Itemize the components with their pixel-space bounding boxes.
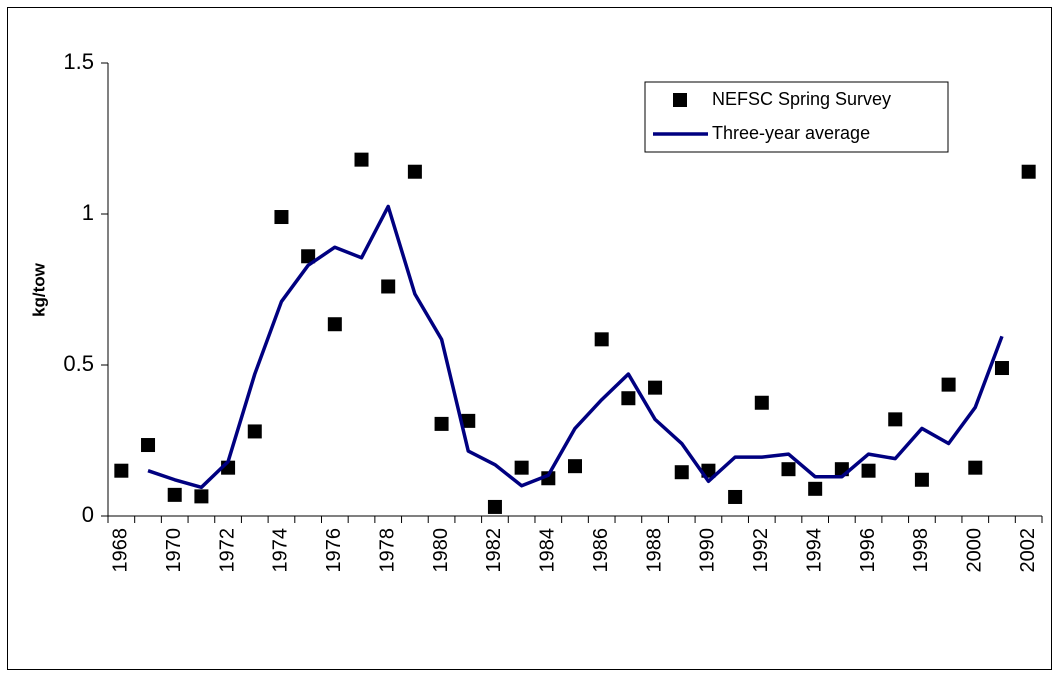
x-tick-label: 2002	[1017, 528, 1039, 573]
data-point	[621, 391, 636, 406]
x-tick-label: 1974	[270, 528, 292, 573]
data-point	[594, 332, 609, 347]
data-point	[407, 164, 422, 179]
x-tick-label: 1992	[750, 528, 772, 573]
y-tick-label: 0	[82, 502, 94, 527]
average-line	[147, 204, 1004, 490]
data-point	[514, 460, 529, 475]
data-point	[1021, 164, 1036, 179]
data-point	[327, 317, 342, 332]
data-point	[808, 481, 823, 496]
data-point	[194, 489, 209, 504]
x-tick-label: 1990	[697, 528, 719, 573]
x-tick-label: 1972	[216, 528, 238, 573]
data-point	[568, 459, 582, 474]
data-point	[754, 395, 769, 410]
x-tick-label: 1978	[376, 528, 398, 573]
data-point	[381, 279, 396, 294]
data-point	[141, 438, 156, 453]
data-point	[861, 463, 876, 478]
legend-label: Three-year average	[712, 123, 870, 143]
x-tick-label: 1976	[323, 528, 345, 573]
data-point	[301, 249, 316, 264]
data-point	[461, 413, 476, 428]
y-tick-label: 1	[82, 200, 94, 225]
data-point	[487, 499, 502, 514]
legend-box	[644, 81, 949, 153]
x-tick-label: 2000	[964, 528, 986, 573]
data-point	[114, 463, 129, 478]
data-point	[354, 152, 369, 167]
data-point	[781, 462, 796, 477]
legend-marker	[673, 93, 687, 107]
x-tick-label: 1988	[643, 528, 665, 573]
legend-label: NEFSC Spring Survey	[712, 89, 891, 109]
x-tick-label: 1994	[803, 528, 825, 573]
data-point	[274, 210, 289, 225]
data-point	[968, 460, 983, 475]
x-tick-label: 1986	[590, 528, 612, 573]
x-tick-label: 1968	[110, 528, 132, 573]
data-point	[914, 472, 929, 487]
data-point	[434, 416, 449, 431]
x-tick-label: 1982	[483, 528, 505, 573]
x-tick-label: 1998	[910, 528, 932, 573]
data-point	[994, 361, 1009, 376]
data-point	[167, 487, 182, 502]
data-point	[674, 465, 689, 480]
y-tick-label: 0.5	[63, 351, 94, 376]
x-tick-label: 1996	[857, 528, 879, 573]
data-point	[888, 412, 903, 427]
y-axis-label: kg/tow	[29, 262, 48, 317]
data-point	[728, 489, 743, 504]
x-tick-label: 1984	[537, 528, 559, 573]
x-tick-label: 1970	[163, 528, 185, 573]
y-tick-label: 1.5	[63, 49, 94, 74]
data-point	[247, 424, 262, 439]
data-point	[648, 380, 663, 395]
data-point	[941, 377, 956, 392]
x-tick-label: 1980	[430, 528, 452, 573]
